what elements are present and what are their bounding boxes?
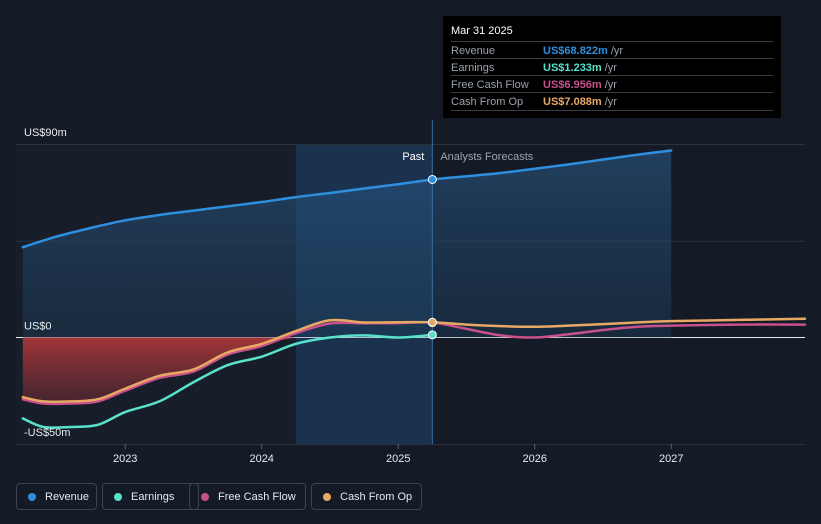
tooltip-value: US$1.233m/yr xyxy=(543,62,617,74)
y-axis-label: -US$50m xyxy=(24,427,70,439)
tooltip-value: US$6.956m/yr xyxy=(543,79,617,91)
legend-item-free-cash-flow[interactable]: Free Cash Flow xyxy=(189,483,306,510)
legend-label: Earnings xyxy=(131,490,175,503)
tooltip-value: US$68.822m/yr xyxy=(543,45,624,57)
legend-dot-icon xyxy=(114,492,122,501)
forecast-label: Analysts Forecasts xyxy=(440,151,533,163)
legend-dot-icon xyxy=(28,492,36,501)
tooltip-row-earnings: Earnings US$1.233m/yr xyxy=(451,58,773,76)
legend-label: Free Cash Flow xyxy=(218,490,296,503)
revenue-point xyxy=(427,174,437,184)
past-label: Past xyxy=(402,151,424,163)
axis-labels: US$90m US$0 -US$50m 2023 2024 2025 2026 2027 Pas… xyxy=(24,127,683,465)
revenue-line xyxy=(21,149,673,249)
cash-from-op-negative-area xyxy=(22,337,296,402)
legend-label: Revenue xyxy=(45,490,90,503)
earnings-point xyxy=(427,330,437,340)
tooltip-row-cash-from-op: Cash From Op US$7.088m/yr xyxy=(451,92,773,111)
hover-dots xyxy=(427,174,437,340)
x-axis-label: 2024 xyxy=(249,453,273,465)
x-axis-label: 2027 xyxy=(659,453,683,465)
series-areas xyxy=(22,150,672,402)
series-lines xyxy=(21,149,807,429)
x-axis-label: 2025 xyxy=(386,453,410,465)
tooltip-label: Cash From Op xyxy=(451,96,524,108)
x-axis-label: 2026 xyxy=(522,453,546,465)
legend-item-earnings[interactable]: Earnings xyxy=(102,483,199,510)
x-axis-label: 2023 xyxy=(113,453,137,465)
tooltip-date: Mar 31 2025 xyxy=(451,25,513,37)
legend-item-revenue[interactable]: Revenue xyxy=(16,483,97,510)
cash-from-op-line xyxy=(21,317,807,404)
earnings-line xyxy=(21,333,434,429)
tooltip-label: Free Cash Flow xyxy=(451,79,529,91)
legend-dot-icon xyxy=(201,492,209,501)
y-axis-label: US$0 xyxy=(24,321,52,333)
cash-from-op-point xyxy=(427,317,437,327)
y-axis-label: US$90m xyxy=(24,127,67,139)
legend-label: Cash From Op xyxy=(340,490,413,503)
tooltip-value: US$7.088m/yr xyxy=(543,96,617,108)
tooltip-label: Revenue xyxy=(451,45,496,57)
tooltip-row-revenue: Revenue US$68.822m/yr xyxy=(451,41,773,59)
tooltip-row-free-cash-flow: Free Cash Flow US$6.956m/yr xyxy=(451,75,773,93)
legend-dot-icon xyxy=(323,492,331,501)
revenue-area xyxy=(22,150,672,338)
legend-item-cash-from-op[interactable]: Cash From Op xyxy=(311,483,422,510)
tooltip-label: Earnings xyxy=(451,62,495,74)
tooltip: Mar 31 2025 Revenue US$68.822m/yr Earnin… xyxy=(443,16,781,118)
